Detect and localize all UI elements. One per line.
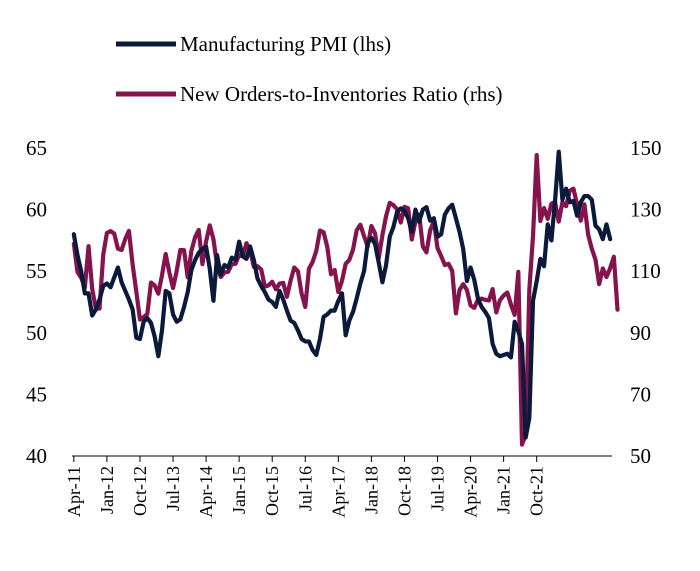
x-tick-label: Apr-11 bbox=[64, 466, 84, 517]
x-tick-label: Jan-12 bbox=[97, 466, 117, 514]
x-tick-label: Jan-18 bbox=[361, 466, 381, 514]
x-tick-label: Jan-21 bbox=[494, 466, 514, 514]
y-left-tick-label: 55 bbox=[26, 259, 47, 283]
x-tick-label: Apr-20 bbox=[461, 466, 481, 518]
y-left-tick-label: 45 bbox=[26, 382, 47, 406]
series-line-pmi bbox=[71, 149, 613, 440]
y-axis-right: 50 70 90 110 130 150 bbox=[630, 136, 662, 468]
x-axis: Apr-11 Jan-12 Oct-12 Jul-13 Apr-14 Jan-15 Oct-… bbox=[64, 456, 547, 518]
x-tick-label: Jan-15 bbox=[229, 466, 249, 514]
legend-label-pmi: Manufacturing PMI (lhs) bbox=[180, 32, 391, 56]
legend-label-ratio: New Orders-to-Inventories Ratio (rhs) bbox=[180, 82, 503, 106]
x-tick-label: Jul-16 bbox=[295, 466, 315, 511]
series-line-ratio bbox=[71, 152, 620, 447]
y-right-tick-label: 130 bbox=[630, 198, 662, 222]
x-tick-label: Oct-15 bbox=[262, 466, 282, 516]
x-tick-label: Oct-21 bbox=[527, 466, 547, 516]
x-tick-label: Apr-14 bbox=[196, 466, 216, 518]
y-left-tick-label: 60 bbox=[26, 198, 47, 222]
x-tick-label: Jul-13 bbox=[163, 466, 183, 511]
y-left-tick-label: 65 bbox=[26, 136, 47, 160]
y-left-tick-label: 40 bbox=[26, 444, 47, 468]
y-right-tick-label: 70 bbox=[630, 382, 651, 406]
y-right-tick-label: 150 bbox=[630, 136, 662, 160]
plot-area: Apr-11 Jan-12 Oct-12 Jul-13 Apr-14 Jan-15 Oct-… bbox=[26, 136, 662, 518]
y-right-tick-label: 110 bbox=[630, 259, 661, 283]
y-right-tick-label: 50 bbox=[630, 444, 651, 468]
series-layer bbox=[71, 149, 620, 447]
legend: Manufacturing PMI (lhs) New Orders-to-In… bbox=[116, 32, 503, 106]
x-tick-label: Apr-17 bbox=[328, 466, 348, 518]
x-tick-label: Jul-19 bbox=[428, 466, 448, 511]
x-tick-label: Oct-12 bbox=[130, 466, 150, 516]
y-left-tick-label: 50 bbox=[26, 321, 47, 345]
y-axis-left: 40 45 50 55 60 65 bbox=[26, 136, 47, 468]
x-tick-label: Oct-18 bbox=[394, 466, 414, 516]
y-right-tick-label: 90 bbox=[630, 321, 651, 345]
